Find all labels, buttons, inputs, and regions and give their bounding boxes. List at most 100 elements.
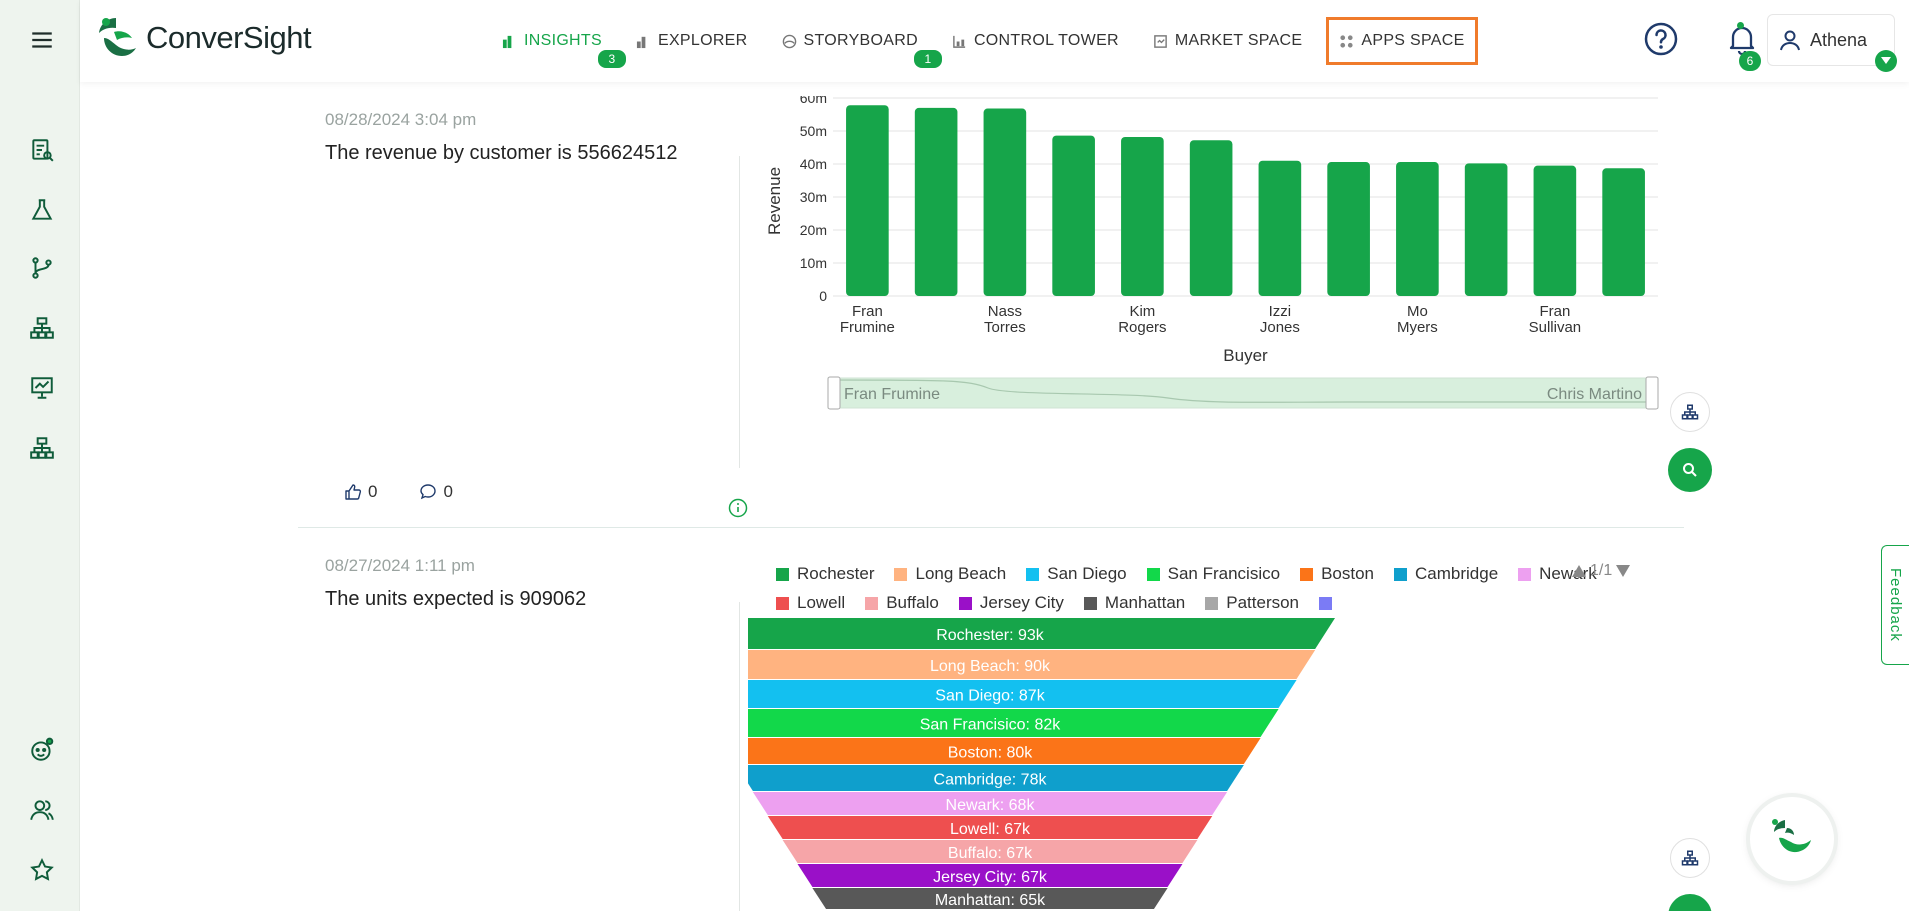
hierarchy-icon[interactable]	[22, 308, 62, 348]
range-slider-end-label: Chris Martino	[1547, 386, 1642, 403]
comment-button[interactable]: 0	[419, 482, 453, 502]
range-slider-left-handle[interactable]	[827, 376, 841, 410]
x-tick-label: Rogers	[1118, 319, 1166, 336]
revenue-bar[interactable]	[846, 105, 889, 296]
legend-item[interactable]: Newark	[1518, 564, 1597, 584]
market-space-icon	[1154, 34, 1167, 48]
funnel-segment-label: Cambridge: 78k	[934, 772, 1048, 789]
legend-swatch	[1319, 596, 1333, 610]
info-icon[interactable]	[728, 498, 748, 518]
tab-apps-space[interactable]: APPS SPACE	[1326, 17, 1478, 65]
user-name: Athena	[1810, 29, 1868, 50]
range-slider-right-handle[interactable]	[1645, 376, 1659, 410]
legend-item[interactable]: Boston	[1300, 564, 1374, 584]
y-tick-label: 30m	[800, 189, 827, 205]
x-tick-label: Izzi	[1269, 303, 1292, 320]
legend-item[interactable]: Buffalo	[865, 593, 939, 613]
funnel-segment[interactable]	[752, 792, 1228, 815]
y-tick-label: 40m	[800, 156, 827, 172]
funnel-segment[interactable]	[748, 680, 1297, 708]
legend-label: Buffalo	[886, 593, 939, 612]
revenue-bar[interactable]	[1327, 162, 1370, 296]
legend-label: Manhattan	[1104, 593, 1186, 612]
drill-down-button[interactable]	[1670, 838, 1710, 878]
tab-storyboard-label: STORYBOARD	[803, 32, 918, 49]
org-chart-icon[interactable]	[22, 428, 62, 468]
zoom-search-button[interactable]	[1668, 448, 1712, 492]
assistant-chat-button[interactable]	[1750, 797, 1834, 881]
revenue-bar[interactable]	[1189, 140, 1233, 296]
funnel-segment[interactable]	[748, 709, 1279, 737]
range-slider-track[interactable]	[827, 377, 1659, 409]
legend-item[interactable]	[1319, 593, 1333, 613]
x-tick-label: Torres	[984, 319, 1026, 336]
legend-next-icon[interactable]	[1616, 565, 1631, 577]
legend-label: Newark	[1539, 564, 1597, 583]
comment-count: 0	[443, 482, 453, 501]
x-tick-label: Frumine	[840, 319, 895, 336]
legend-page: 1/1	[1590, 562, 1613, 579]
x-tick-label: Fran	[1539, 303, 1570, 320]
left-sidebar	[0, 0, 80, 911]
legend-swatch	[1083, 596, 1097, 610]
legend-item[interactable]: San Diego	[1026, 564, 1127, 584]
report-icon[interactable]	[22, 130, 62, 170]
funnel-segment[interactable]	[748, 765, 1244, 791]
legend-item[interactable]: Cambridge	[1394, 564, 1498, 584]
flask-icon[interactable]	[22, 190, 62, 230]
presentation-icon[interactable]	[22, 368, 62, 408]
legend-swatch	[1518, 567, 1532, 581]
legend-item[interactable]: Jersey City	[958, 593, 1064, 613]
like-button[interactable]: 0	[344, 482, 377, 502]
x-tick-label: Jones	[1260, 319, 1300, 336]
legend-item[interactable]: Lowell	[776, 593, 845, 613]
legend-swatch	[776, 567, 789, 581]
revenue-bar[interactable]	[1396, 162, 1439, 296]
legend-item[interactable]: San Francisico	[1146, 564, 1280, 584]
revenue-bar[interactable]	[914, 107, 958, 297]
storyboard-count-badge: 1	[913, 50, 942, 68]
funnel-segment[interactable]	[767, 816, 1213, 839]
zoom-search-button[interactable]	[1668, 894, 1712, 911]
legend-swatch	[1300, 567, 1314, 581]
legend-item[interactable]: Rochester	[776, 564, 874, 584]
revenue-bar[interactable]	[1258, 160, 1302, 296]
menu-icon[interactable]	[22, 20, 62, 60]
star-icon[interactable]	[22, 850, 62, 890]
funnel-segment[interactable]	[797, 864, 1183, 887]
funnel-segment[interactable]	[748, 618, 1335, 649]
users-icon[interactable]	[22, 790, 62, 830]
tab-market-space[interactable]: MARKET SPACE	[1153, 32, 1302, 50]
funnel-segment[interactable]	[748, 650, 1316, 679]
tab-insights[interactable]: INSIGHTS 3	[502, 32, 626, 68]
legend-item[interactable]: Patterson	[1205, 593, 1299, 613]
tab-insights-label: INSIGHTS	[524, 32, 602, 49]
drill-down-button[interactable]	[1670, 392, 1710, 432]
legend-pager[interactable]: 1/1	[1572, 562, 1631, 580]
legend-item[interactable]: Long Beach	[894, 564, 1006, 584]
tab-storyboard[interactable]: STORYBOARD 1	[782, 32, 942, 68]
revenue-bar[interactable]	[1533, 165, 1577, 296]
brand-logo[interactable]: ConverSight	[94, 16, 312, 60]
bot-face-icon[interactable]	[22, 730, 62, 770]
branch-icon[interactable]	[22, 248, 62, 288]
revenue-bar[interactable]	[1121, 136, 1164, 296]
funnel-segment[interactable]	[748, 738, 1261, 764]
tab-explorer[interactable]: EXPLORER	[636, 32, 748, 50]
funnel-segment[interactable]	[812, 888, 1168, 909]
revenue-bar[interactable]	[1052, 135, 1095, 296]
legend-swatch	[1146, 567, 1160, 581]
tab-apps-space-label: APPS SPACE	[1361, 32, 1465, 49]
help-icon[interactable]	[1644, 22, 1678, 56]
funnel-segment[interactable]	[782, 840, 1198, 863]
legend-item[interactable]: Manhattan	[1083, 593, 1186, 613]
user-menu[interactable]: Athena	[1767, 14, 1895, 66]
feedback-tab[interactable]: Feedback	[1881, 545, 1909, 665]
revenue-bar[interactable]	[1464, 163, 1508, 296]
revenue-bar[interactable]	[983, 108, 1027, 296]
legend-prev-icon[interactable]	[1572, 565, 1586, 577]
revenue-bar[interactable]	[1602, 168, 1645, 296]
user-dropdown-chevron-icon[interactable]	[1875, 50, 1897, 72]
tab-control-tower[interactable]: CONTROL TOWER	[952, 32, 1119, 50]
